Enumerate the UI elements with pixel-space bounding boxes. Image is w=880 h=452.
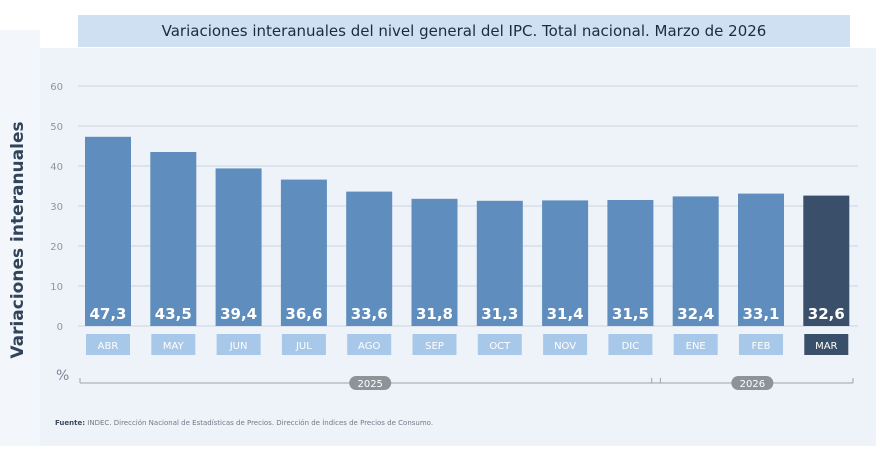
unit-label: % — [56, 368, 70, 384]
y-tick-label: 30 — [50, 202, 63, 213]
x-tick-label: ENE — [686, 341, 706, 352]
bar — [476, 200, 523, 326]
bar-value-label: 31,5 — [612, 305, 649, 323]
x-tick-box — [543, 334, 588, 355]
x-tick-label: ABR — [98, 341, 119, 352]
x-tick-label: SEP — [425, 341, 444, 352]
bar — [280, 179, 327, 326]
x-tick-label: OCT — [489, 341, 511, 352]
x-tick-box — [739, 334, 783, 355]
bar — [85, 136, 131, 326]
x-tick-box — [673, 334, 718, 355]
y-tick-label: 10 — [50, 282, 63, 293]
bar-value-label: 33,1 — [742, 305, 779, 323]
x-tick-label: JUN — [229, 341, 248, 352]
source-text: INDEC. Dirección Nacional de Estadística… — [87, 419, 434, 427]
x-tick-label: MAY — [163, 341, 185, 352]
bar — [803, 195, 850, 326]
x-tick-box — [86, 334, 130, 355]
group-pill — [349, 376, 392, 390]
bar-value-label: 32,4 — [677, 305, 714, 323]
bar — [738, 193, 784, 326]
group-label: 2025 — [357, 379, 382, 390]
x-tick-box — [216, 334, 261, 355]
x-tick-box — [477, 334, 522, 355]
group-pill — [731, 376, 774, 390]
bar — [150, 152, 197, 326]
x-tick-label: DIC — [622, 341, 640, 352]
x-tick-label: AGO — [358, 341, 380, 352]
bar — [215, 168, 262, 326]
bar-value-label: 31,3 — [481, 305, 518, 323]
x-tick-label: MAR — [815, 341, 837, 352]
bar — [607, 200, 654, 326]
bar-value-label: 33,6 — [351, 305, 388, 323]
x-tick-box — [412, 334, 457, 355]
source-note: Fuente: INDEC. Dirección Nacional de Est… — [55, 419, 433, 427]
y-tick-label: 20 — [50, 242, 63, 253]
y-tick-label: 60 — [50, 82, 63, 93]
bar-value-label: 32,6 — [808, 305, 845, 323]
y-tick-label: 50 — [50, 122, 63, 133]
bar-value-label: 39,4 — [220, 305, 257, 323]
x-tick-box — [347, 334, 392, 355]
bar — [542, 200, 589, 326]
chart-title: Variaciones interanuales del nivel gener… — [78, 15, 850, 47]
left-band — [0, 30, 40, 446]
bar-value-label: 31,4 — [547, 305, 584, 323]
x-tick-box — [281, 334, 326, 355]
bar-value-label: 43,5 — [155, 305, 192, 323]
bar-value-label: 31,8 — [416, 305, 453, 323]
source-label: Fuente: — [55, 419, 86, 427]
bar — [672, 196, 719, 326]
bar-value-label: 47,3 — [89, 305, 126, 323]
x-tick-label: FEB — [752, 341, 771, 352]
bar — [411, 198, 458, 326]
x-tick-box — [151, 334, 196, 355]
bar — [346, 191, 393, 326]
group-label: 2026 — [740, 379, 765, 390]
x-tick-box — [608, 334, 653, 355]
x-tick-box — [804, 334, 849, 355]
y-tick-label: 40 — [50, 162, 63, 173]
x-tick-label: NOV — [554, 341, 576, 352]
y-tick-label: 0 — [57, 322, 63, 333]
bar-value-label: 36,6 — [285, 305, 322, 323]
x-tick-label: JUL — [295, 341, 312, 352]
